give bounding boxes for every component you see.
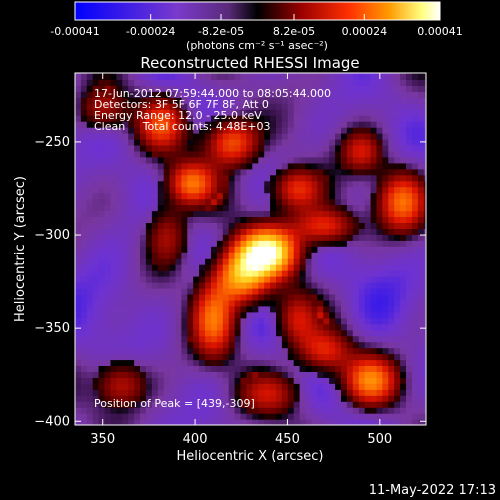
annotation-peak-position: Position of Peak = [439,-309]: [94, 397, 255, 410]
colorbar-tick-label: -0.00041: [50, 25, 99, 38]
colorbar-units: (photons cm⁻² s⁻¹ asec⁻²): [186, 39, 328, 52]
x-tick-label: 450: [275, 432, 300, 447]
plot-frame: [74, 72, 427, 426]
x-tick-label: 500: [367, 432, 392, 447]
x-tick-label: 350: [90, 432, 115, 447]
y-axis-label: Heliocentric Y (arcsec): [13, 176, 28, 322]
annotation-time-range: 17-Jun-2012 07:59:44.000 to 08:05:44.000: [94, 87, 331, 100]
footer-timestamp: 11-May-2022 17:13: [368, 483, 496, 498]
y-tick-label: −300: [34, 228, 70, 243]
annotation-clean-counts: Clean Total counts: 4.48E+03: [94, 120, 271, 133]
colorbar-ticks: -0.00041 -0.00024 -8.2e-05 8.2e-05 0.00024 0.…: [50, 14, 463, 38]
y-tick-label: −400: [34, 414, 70, 429]
chart-title: Reconstructed RHESSI Image: [140, 54, 359, 72]
annotation-detectors: Detectors: 3F 5F 6F 7F 8F, Att 0: [94, 98, 269, 111]
x-tick-label: 400: [183, 432, 208, 447]
colorbar-tick-label: 8.2e-05: [273, 25, 315, 38]
heatmap-image: [75, 73, 426, 425]
axis-ticks: 350 400 450 500 −250 −300 −350 −400: [34, 73, 426, 447]
colorbar-tick-label: 0.00024: [342, 25, 388, 38]
annotation-energy-range: Energy Range: 12.0 - 25.0 keV: [94, 109, 262, 122]
y-tick-label: −350: [34, 321, 70, 336]
y-tick-label: −250: [34, 135, 70, 150]
colorbar-tick-label: -8.2e-05: [198, 25, 244, 38]
colorbar: [74, 1, 441, 21]
annotation-block: 17-Jun-2012 07:59:44.000 to 08:05:44.000…: [94, 87, 331, 410]
x-axis-label: Heliocentric X (arcsec): [177, 449, 324, 464]
colorbar-tick-label: -0.00024: [126, 25, 175, 38]
colorbar-tick-label: 0.00041: [417, 25, 463, 38]
